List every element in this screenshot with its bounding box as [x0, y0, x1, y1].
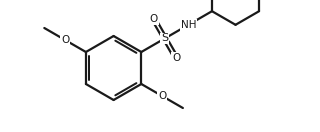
Text: S: S	[161, 33, 168, 43]
Text: O: O	[172, 53, 180, 63]
Text: O: O	[158, 91, 166, 101]
Text: O: O	[149, 14, 158, 24]
Text: NH: NH	[181, 20, 196, 30]
Text: O: O	[61, 35, 69, 45]
